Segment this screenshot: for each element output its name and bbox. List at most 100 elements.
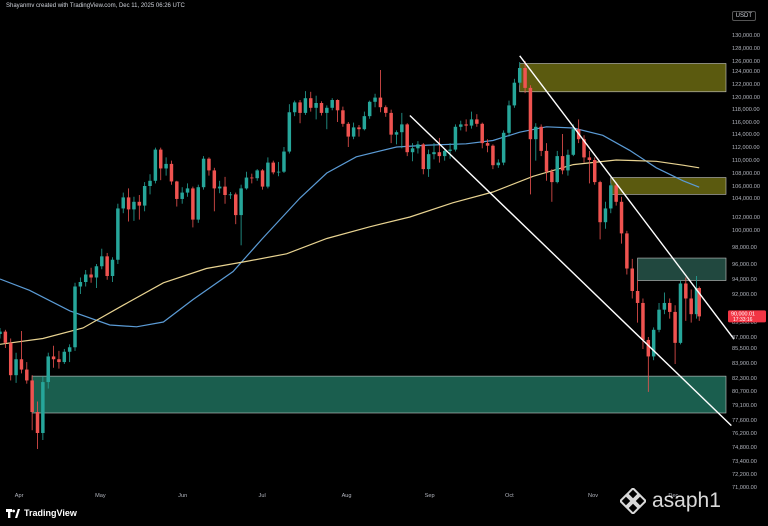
y-tick-label: 104,000.00	[732, 196, 760, 202]
candle	[303, 91, 308, 115]
candle	[587, 150, 592, 184]
y-tick-label: 118,000.00	[732, 107, 760, 113]
candle	[330, 98, 334, 111]
candle	[362, 111, 367, 131]
candle	[609, 183, 613, 214]
candle	[335, 99, 340, 122]
candle	[523, 61, 527, 94]
candle	[57, 350, 61, 369]
x-tick-label: Sep	[425, 493, 435, 499]
candle	[287, 104, 292, 154]
x-tick-label: Jul	[259, 493, 266, 499]
candle	[223, 176, 227, 204]
y-tick-label: 114,000.00	[732, 132, 760, 138]
candle	[3, 329, 8, 348]
channel-line-0	[409, 114, 732, 427]
candle	[651, 327, 656, 361]
candle	[635, 280, 640, 323]
current-price-tag	[728, 310, 766, 323]
candle	[8, 338, 13, 381]
candle	[442, 149, 447, 161]
candle	[158, 147, 163, 181]
y-tick-label: 83,900.00	[732, 361, 757, 367]
candle	[94, 264, 99, 288]
candle	[346, 122, 351, 147]
candle	[19, 331, 24, 374]
candle	[116, 203, 120, 264]
candle	[485, 139, 490, 153]
candle	[501, 130, 506, 166]
candle	[89, 267, 93, 283]
candle	[550, 169, 554, 202]
zone-box-0	[519, 63, 727, 93]
candle	[153, 147, 158, 184]
y-tick-label: 94,000.00	[732, 277, 757, 283]
candle	[78, 277, 83, 294]
candle	[250, 173, 254, 184]
candle	[475, 114, 479, 127]
candle	[260, 169, 265, 190]
candle	[180, 187, 184, 204]
candle	[394, 130, 399, 145]
x-tick-label: Apr	[15, 493, 24, 499]
zone-box-1	[610, 177, 727, 195]
candle	[35, 401, 40, 449]
binance-diamond-icon	[620, 488, 646, 514]
author-line: Shayanmv created with TradingView.com, D…	[6, 3, 185, 9]
candle	[234, 192, 238, 225]
candle	[389, 109, 393, 144]
candle	[276, 161, 281, 177]
candle	[491, 144, 495, 170]
candle	[378, 70, 383, 113]
candle	[25, 362, 29, 384]
y-tick-label: 106,000.00	[732, 184, 760, 190]
candle	[142, 182, 147, 212]
candle	[67, 344, 72, 363]
candle	[678, 280, 683, 345]
candle	[512, 78, 517, 108]
candle	[539, 124, 543, 157]
candle	[137, 195, 142, 220]
candle	[314, 95, 318, 120]
candle	[46, 352, 50, 389]
candle	[657, 302, 661, 333]
y-tick-label: 82,300.00	[732, 376, 757, 382]
candle	[244, 171, 249, 190]
y-tick-label: 116,000.00	[732, 120, 760, 126]
currency-badge[interactable]: USDT	[731, 11, 756, 21]
candle	[148, 174, 152, 195]
y-tick-label: 100,000.00	[732, 228, 760, 234]
candle	[169, 160, 174, 185]
candle	[410, 143, 415, 162]
candle	[292, 100, 297, 117]
candle	[255, 169, 259, 181]
candle	[228, 192, 233, 199]
candle	[110, 257, 115, 282]
candle	[325, 105, 329, 130]
candle	[62, 348, 67, 364]
candle	[384, 105, 388, 117]
candle	[30, 375, 34, 431]
candle	[0, 328, 2, 339]
y-tick-label: 89,500.00	[732, 320, 757, 326]
candle	[662, 292, 667, 315]
candle	[319, 101, 324, 116]
tradingview-label: TradingView	[24, 508, 77, 518]
candle	[373, 93, 377, 108]
zone-box-3	[31, 375, 727, 414]
candle	[673, 305, 677, 364]
candle	[239, 184, 243, 246]
candle	[437, 137, 442, 163]
candle	[592, 157, 597, 185]
y-tick-label: 87,000.00	[732, 335, 757, 341]
candle	[421, 143, 426, 175]
candle	[694, 276, 699, 319]
candle	[566, 149, 570, 176]
candle	[459, 120, 463, 131]
candle	[480, 122, 484, 149]
moving-average-line-0	[0, 126, 700, 328]
y-tick-label: 120,000.00	[732, 95, 760, 101]
tradingview-logo[interactable]: TradingView	[6, 508, 77, 518]
candle	[560, 134, 565, 175]
